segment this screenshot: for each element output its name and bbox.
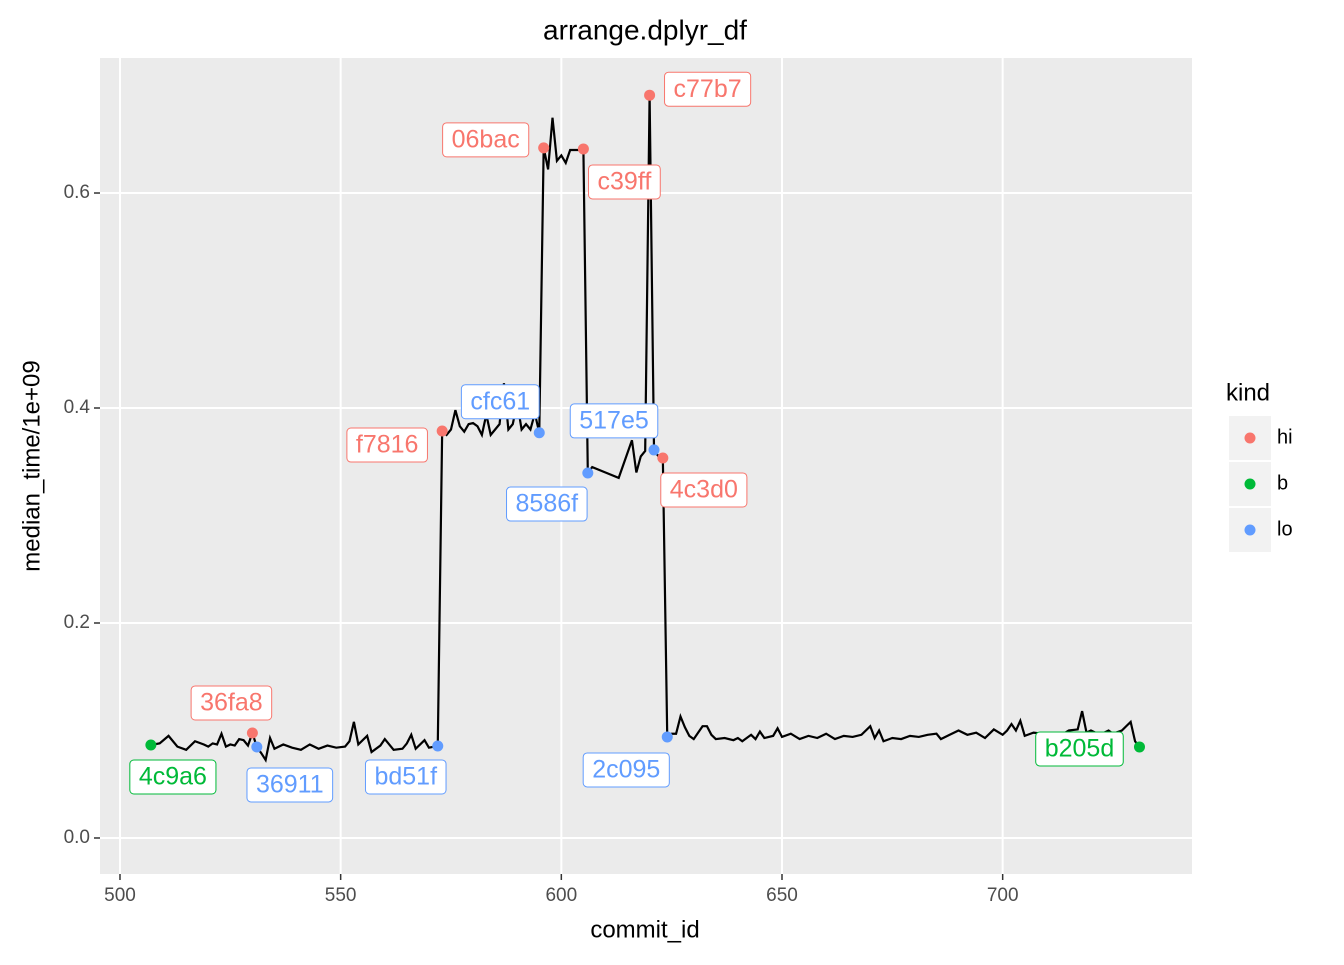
point [644, 89, 656, 101]
label-box [460, 384, 540, 420]
y-axis-title: median_time/1e+09 [18, 360, 45, 571]
label-box [664, 71, 752, 107]
x-axis-title: commit_id [590, 916, 699, 943]
point-label: 36fa8 [200, 689, 263, 717]
point-label: b205d [1045, 735, 1115, 763]
y-tick-label: 0.6 [64, 182, 90, 203]
legend: hi b lo [1229, 416, 1293, 552]
legend-dot [1244, 432, 1256, 444]
x-tick-label: 700 [987, 885, 1019, 906]
point-labels: 4c9a6 36fa8 36911 bd51f f7816 cfc61 06bac c39ff… [129, 71, 1145, 803]
label-box [588, 164, 661, 200]
y-tick-label: 0.2 [64, 612, 90, 633]
label-box [1035, 731, 1124, 767]
legend-title: kind [1226, 379, 1270, 406]
point [436, 425, 448, 437]
point [661, 731, 673, 743]
x-tick-label: 600 [545, 885, 577, 906]
point-label: bd51f [374, 763, 437, 791]
label-box [660, 472, 748, 508]
point-label: 4c3d0 [670, 476, 738, 504]
point [582, 467, 594, 479]
point-label: 06bac [452, 125, 520, 153]
label-box [569, 403, 659, 439]
point [657, 452, 669, 464]
label-box [506, 486, 588, 522]
y-tick-label: 0.4 [64, 397, 91, 418]
label-box [582, 752, 670, 788]
legend-label: hi [1277, 426, 1293, 448]
point-label: 36911 [256, 771, 324, 799]
label-box [190, 685, 273, 721]
line [150, 95, 1141, 763]
point-label: cfc61 [470, 387, 530, 415]
x-tick-label: 550 [325, 885, 357, 906]
point-label: 2c095 [592, 756, 660, 784]
label-box [129, 759, 217, 795]
legend-label: b [1277, 472, 1288, 494]
point-label: 4c9a6 [139, 763, 207, 791]
point-label: f7816 [356, 431, 419, 459]
label-box [364, 759, 447, 795]
point [432, 740, 444, 752]
point-label: c77b7 [674, 75, 742, 103]
point [251, 741, 263, 753]
point [538, 142, 550, 154]
grid [100, 58, 1192, 874]
label-box [442, 122, 530, 158]
legend-dot [1244, 524, 1256, 536]
point [1133, 741, 1145, 753]
label-box [346, 427, 428, 463]
point-label: c39ff [598, 168, 652, 196]
point [246, 727, 258, 739]
x-tick-label: 500 [104, 885, 136, 906]
point [648, 444, 660, 456]
point-label: 517e5 [579, 407, 649, 435]
point-label: 8586f [516, 490, 579, 518]
legend-label: lo [1277, 518, 1293, 540]
point [577, 143, 589, 155]
y-tick-label: 0.0 [64, 827, 90, 848]
label-box [246, 767, 334, 803]
point [145, 739, 157, 751]
chart-title: arrange.dplyr_df [543, 14, 747, 45]
lines [150, 95, 1141, 763]
legend-dot [1244, 478, 1256, 490]
x-tick-label: 650 [766, 885, 798, 906]
point [533, 427, 545, 439]
